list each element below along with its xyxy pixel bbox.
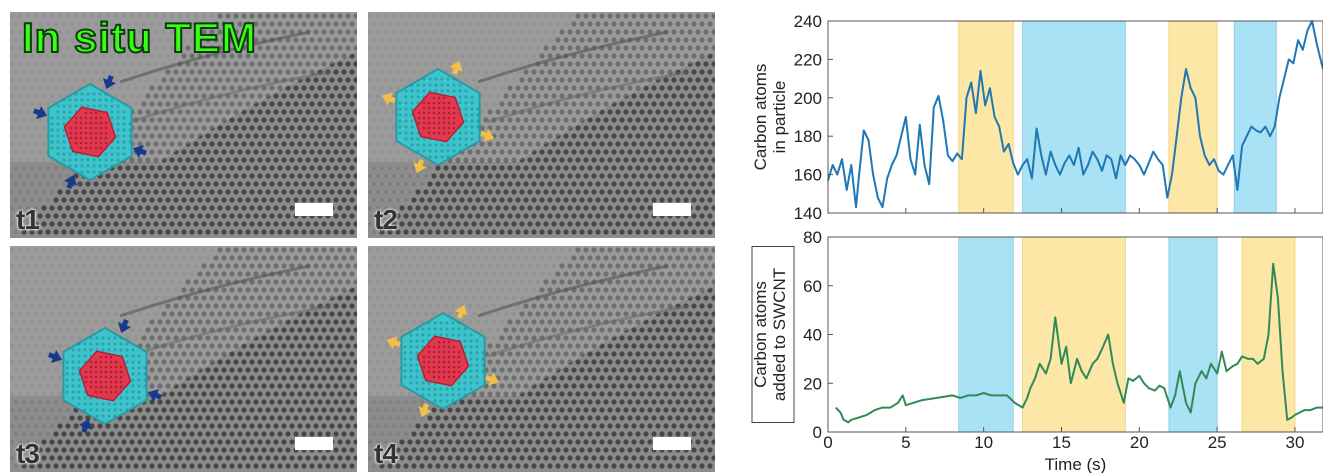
- shaded-region-yellow: [958, 20, 1014, 214]
- arrow-head: [386, 336, 398, 350]
- x-tick-label: 10: [974, 433, 993, 452]
- nanotube-edge: [487, 70, 689, 124]
- inward-arrows: [48, 319, 162, 433]
- x-tick-label: 25: [1208, 433, 1227, 452]
- y-tick-label: 0: [813, 423, 822, 442]
- arrow-head: [483, 128, 495, 142]
- arrow-head: [449, 60, 463, 72]
- particle-core-texture: [84, 355, 123, 394]
- y-tick-label: 160: [794, 166, 822, 185]
- panel-label: t3: [16, 438, 40, 469]
- arrow-head: [36, 106, 47, 119]
- x-tick-label: 30: [1286, 433, 1305, 452]
- particle-core-texture: [417, 96, 456, 135]
- scale-bar: [295, 203, 333, 216]
- y-axis-label-box: [751, 246, 795, 423]
- outward-arrows: [381, 60, 495, 174]
- y-axis-label-line: Carbon atoms: [751, 64, 770, 171]
- shaded-region-blue: [958, 236, 1014, 433]
- tem-image-t4: [368, 246, 715, 472]
- nanotube-edge: [477, 30, 669, 84]
- nanotube-edge: [129, 70, 331, 124]
- x-tick-label: 15: [1052, 433, 1071, 452]
- y-axis-label-line: in particle: [770, 81, 789, 154]
- arrow-head: [148, 389, 159, 402]
- y-tick-label: 140: [794, 204, 822, 223]
- arrow-head: [51, 350, 62, 363]
- nanotube-edge: [119, 264, 311, 318]
- data-line: [835, 262, 1323, 424]
- y-tick-label: 220: [794, 50, 822, 69]
- axes-frame: [827, 20, 1323, 214]
- y-axis-label-line: Carbon atoms: [751, 281, 770, 388]
- lattice-texture: [368, 247, 715, 469]
- lattice-texture: [10, 13, 357, 235]
- y-tick-label: 180: [794, 127, 822, 146]
- particle-core-texture: [422, 340, 461, 379]
- arrow-head: [103, 78, 116, 89]
- x-tick-label: 20: [1130, 433, 1149, 452]
- y-tick-label: 80: [803, 228, 822, 247]
- y-tick-label: 20: [803, 374, 822, 393]
- y-tick-label: 40: [803, 326, 822, 345]
- inward-arrows: [33, 75, 147, 189]
- y-axis-label-line: added to SWCNT: [770, 268, 789, 401]
- arrow-head: [118, 322, 131, 333]
- tem-panel-t4: t4: [368, 246, 715, 472]
- tem-image-t3: [10, 246, 357, 472]
- arrow-head: [133, 145, 144, 158]
- panel-label: t1: [16, 204, 40, 235]
- tem-panel-t3: t3: [10, 246, 357, 472]
- y-axis-label: Carbon atoms added to SWCNT: [751, 246, 795, 423]
- arrow-head: [381, 92, 393, 106]
- panel-label: t2: [374, 204, 398, 235]
- scale-bar: [295, 437, 333, 450]
- arrow-head: [79, 419, 92, 430]
- tem-image-t2: [368, 12, 715, 238]
- tem-panel-t1: In situ TEM t1: [10, 12, 357, 238]
- shaded-region-yellow: [1168, 20, 1218, 214]
- arrow-head: [454, 304, 468, 316]
- outward-arrows: [386, 304, 500, 418]
- x-axis-label: Time (s): [1045, 455, 1107, 473]
- shaded-region-blue: [1022, 20, 1126, 214]
- nanotube-edge: [477, 264, 669, 318]
- particle-core: [63, 106, 117, 158]
- arrow-head: [64, 175, 77, 186]
- x-tick-label: 0: [823, 433, 832, 452]
- particle-core-texture: [69, 111, 108, 150]
- chart-swcnt: 0 20 40 60 80 0 5 10 15 20 25 30 Carbon atoms added t…: [751, 228, 1323, 473]
- particle-core: [78, 350, 132, 402]
- nanotube-edge: [487, 304, 689, 358]
- y-tick-label: 60: [803, 277, 822, 296]
- shaded-region-blue: [1233, 20, 1277, 214]
- nanotube-edge: [119, 30, 311, 84]
- y-tick-label: 200: [794, 89, 822, 108]
- arrow-head: [413, 162, 427, 174]
- y-tick-label: 240: [794, 12, 822, 31]
- arrow-head: [418, 406, 432, 418]
- chart-particle: 140 160 180 200 220 240 Carbon atoms in particl…: [751, 12, 1323, 223]
- tem-panel-t2: t2: [368, 12, 715, 238]
- x-tick-label: 5: [901, 433, 910, 452]
- panel-label: t4: [374, 438, 398, 469]
- tem-image-t1: [10, 12, 357, 238]
- lattice-texture: [10, 247, 357, 469]
- scale-bar: [653, 203, 691, 216]
- scale-bar: [653, 437, 691, 450]
- nanotube-edge: [129, 304, 331, 358]
- y-axis-label: Carbon atoms in particle: [751, 64, 789, 171]
- arrow-head: [488, 372, 500, 386]
- particle-core: [411, 91, 465, 143]
- shaded-region-yellow: [1022, 236, 1126, 433]
- data-line: [827, 20, 1323, 209]
- tem-title: In situ TEM: [21, 13, 257, 62]
- particle-core: [416, 335, 470, 387]
